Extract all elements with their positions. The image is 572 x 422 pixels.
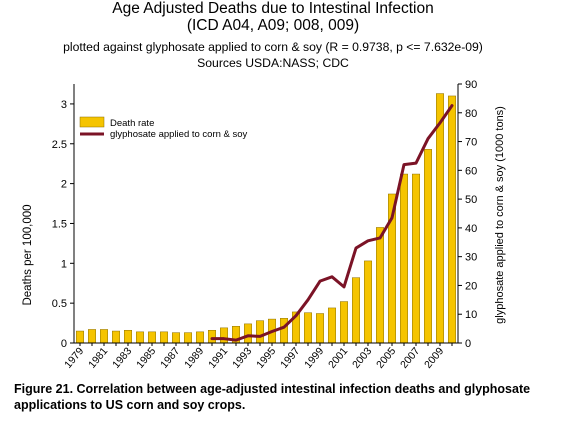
bar-1981 [100,329,108,344]
x-tick-label: 2003 [350,345,374,371]
chart-subtitle-line-3: Sources USDA:NASS; CDC [197,56,349,70]
x-tick-label: 2005 [374,345,398,371]
bar-2000 [328,307,336,344]
x-tick-label: 1999 [302,345,326,371]
y2-tick-label: 30 [465,252,477,264]
y2-tick-label: 70 [465,137,477,149]
line-series [210,104,454,342]
legend-label-glyphosate: glyphosate applied to corn & soy [110,129,248,140]
glyphosate-line [210,104,454,342]
x-tick-label: 1997 [278,345,302,371]
bar-2007 [412,173,420,344]
bar-1987 [172,332,180,344]
y-axis-label: Deaths per 100,000 [22,204,34,305]
bar-2001 [340,301,348,344]
x-tick-label: 1993 [230,345,254,371]
y-tick-label: 2 [61,179,67,191]
bar-1986 [160,331,168,344]
bar-1991 [220,327,228,344]
bar-2010 [448,95,456,344]
y2-tick-label: 10 [465,309,477,321]
bar-1985 [148,331,156,344]
bar-1998 [304,312,312,344]
y2-tick-label: 40 [465,223,477,235]
legend-swatch-death-rate [79,116,105,128]
legend-label-death-rate: Death rate [110,118,154,129]
x-tick-label: 1983 [110,345,134,371]
x-tick-label: 2001 [326,345,350,371]
y2-tick-label: 0 [465,338,471,350]
bar-1994 [256,320,264,344]
chart: Age Adjusted Deaths due to Intestinal In… [22,0,506,371]
y2-tick-label: 60 [465,165,477,177]
y2-tick-label: 20 [465,280,477,292]
chart-title: Age Adjusted Deaths due to Intestinal In… [112,0,433,17]
y-tick-label: 0 [61,338,67,350]
bar-2004 [376,227,384,344]
x-tick-label: 1987 [158,345,182,371]
bar-1988 [184,332,192,344]
figure-caption: Figure 21. Correlation between age-adjus… [14,382,531,412]
y2-tick-label: 90 [465,79,477,91]
x-tick-label: 1989 [182,345,206,371]
bar-2008 [424,149,432,344]
bar-1996 [280,318,288,344]
bar-1980 [88,329,96,344]
x-tick-label: 1981 [86,345,110,371]
bar-1979 [76,330,84,344]
x-tick-label: 2007 [398,345,422,371]
bar-1990 [208,329,216,344]
x-tick-label: 1995 [254,345,278,371]
bar-1983 [124,329,132,344]
y-tick-label: 0.5 [52,298,67,310]
bar-series [76,93,456,344]
x-tick-label: 1991 [206,345,230,371]
y2-tick-label: 50 [465,194,477,206]
chart-subtitle-line-2: plotted against glyphosate applied to co… [63,40,483,54]
y2-tick-label: 80 [465,108,477,120]
x-tick-label: 1985 [134,345,158,371]
bar-1989 [196,331,204,344]
bar-1982 [112,330,120,344]
bar-2006 [400,173,408,344]
bar-2003 [364,260,372,344]
y-tick-label: 2.5 [52,139,67,151]
y-tick-label: 1.5 [52,218,67,230]
bar-2009 [436,93,444,344]
bar-1999 [316,313,324,344]
y-tick-label: 1 [61,258,67,270]
x-tick-label: 2009 [422,345,446,371]
chart-subtitle-line-1: (ICD A04, A09; 008, 009) [187,17,359,34]
bar-1984 [136,331,144,344]
y-tick-label: 3 [61,99,67,111]
bar-1993 [244,323,252,344]
bar-2002 [352,277,360,344]
y2-axis-label: glyphosate applied to corn & soy (1000 t… [494,106,506,324]
